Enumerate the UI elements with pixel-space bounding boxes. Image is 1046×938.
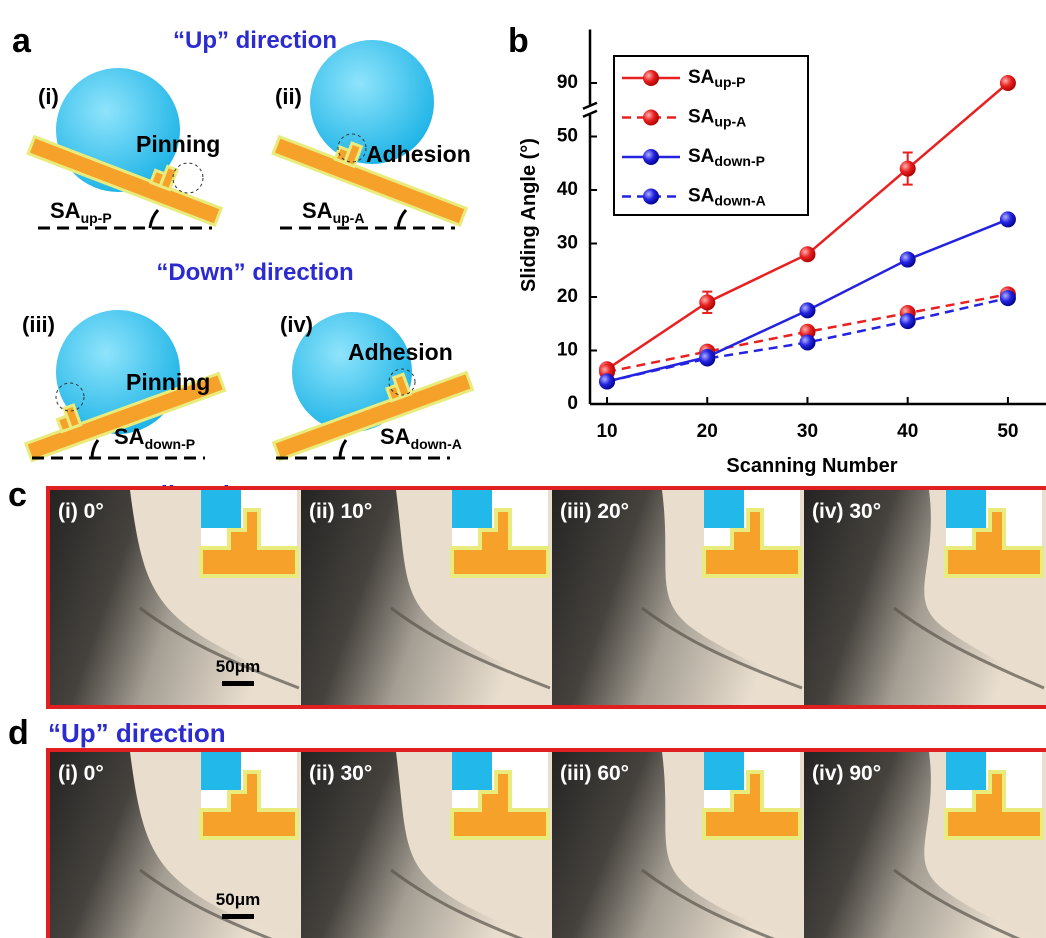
y-tick-label: 0 [567,393,578,414]
data-point [799,334,815,350]
photo-frame: (iii) 20° [552,490,802,705]
data-point [900,161,916,177]
heading: “Up” direction [48,718,226,748]
x-axis-title: Scanning Number [726,455,897,477]
panel-label: c [8,476,27,514]
inset-drop [704,490,744,528]
panel-label: b [508,22,529,60]
angle-label: SAdown-A [380,424,462,452]
x-tick-label: 10 [596,421,617,442]
scale-bar [222,914,254,919]
legend-name: SA [688,67,715,88]
scale-label: 50μm [216,890,260,909]
frame-label: (iv) 90° [812,762,881,785]
figure: a “Up” direction “Down” direction (i) (i… [0,0,1046,938]
panel-label: d [8,714,29,752]
inset-drop [946,490,986,528]
x-tick-label: 50 [997,421,1018,442]
legend-subscript: up-P [714,74,745,90]
y-tick-label: 30 [557,233,578,254]
x-tick-label: 40 [897,421,918,442]
y-tick-label: 10 [557,340,578,361]
legend-name: SA [688,186,715,207]
inset-drop [704,752,744,790]
frame-label: (iii) 60° [560,762,629,785]
angle-main: SA [380,424,411,449]
photo-frame: (i) 0° [50,752,299,938]
legend-marker [643,70,659,86]
frame-label: (i) 0° [58,762,104,785]
inset-drop [201,490,241,528]
photo-strips: (i) 0° (ii) 10° (iii) 20° (iv) 30° 50μm (i) 0… [48,488,1046,938]
heading: “Down” direction [156,259,353,286]
frame-label: (iv) 30° [812,500,881,523]
case-label: (ii) [275,84,302,109]
angle-main: SA [302,198,333,223]
case-label: (iv) [280,312,313,337]
angle-sub: down-A [411,436,462,452]
feature-label: Adhesion [366,141,471,167]
angle-sub: up-P [81,210,112,226]
legend-name: SA [688,146,715,167]
frame-label: (ii) 10° [309,500,372,523]
photo-frame: (iv) 30° [804,490,1044,705]
photo-frame: (i) 0° [50,490,299,705]
case-label: (i) [38,84,59,109]
y-tick-label: 40 [557,179,578,200]
angle-label: SAup-P [50,198,112,226]
data-point [1000,75,1016,91]
y-tick-label: 20 [557,286,578,307]
inset-drop [452,752,492,790]
angle-main: SA [50,198,81,223]
photo-frame: (ii) 30° [301,752,550,938]
data-point [900,313,916,329]
panel-label: a [12,22,32,60]
angle-sub: up-A [333,210,365,226]
frame-label: (iii) 20° [560,500,629,523]
series-line [607,219,1008,381]
legend-subscript: down-A [714,192,765,208]
x-tick-label: 20 [697,421,718,442]
data-point [699,294,715,310]
angle-sub: down-P [145,436,196,452]
inset-drop [201,752,241,790]
data-point [900,252,916,268]
legend-marker [643,189,659,205]
legend-marker [643,110,659,126]
legend-subscript: up-A [714,113,746,129]
feature-label: Pinning [136,131,220,157]
scale-label: 50μm [216,657,260,676]
y-axis-title: Sliding Angle (°) [518,138,540,292]
data-point [1000,211,1016,227]
scale-bar [222,681,254,686]
frame-label: (ii) 30° [309,762,372,785]
photo-frame: (ii) 10° [301,490,550,705]
legend-name: SA [688,107,715,128]
data-point [699,351,715,367]
angle-label: SAup-A [302,198,364,226]
inset-drop [452,490,492,528]
y-tick-label: 50 [557,126,578,147]
photo-frame: (iii) 60° [552,752,802,938]
feature-label: Pinning [126,369,210,395]
feature-label: Adhesion [348,339,453,365]
data-point [599,374,615,390]
inset-drop [946,752,986,790]
data-point [799,302,815,318]
photo-frame: (iv) 90° [804,752,1044,938]
heading: “Up” direction [173,27,337,54]
legend-marker [643,149,659,165]
data-point [799,246,815,262]
frame-label: (i) 0° [58,500,104,523]
y-tick-label: 90 [557,72,578,93]
data-point [1000,290,1016,306]
angle-label: SAdown-P [114,424,195,452]
legend-subscript: down-P [714,153,765,169]
angle-main: SA [114,424,145,449]
x-tick-label: 30 [797,421,818,442]
case-label: (iii) [22,312,55,337]
